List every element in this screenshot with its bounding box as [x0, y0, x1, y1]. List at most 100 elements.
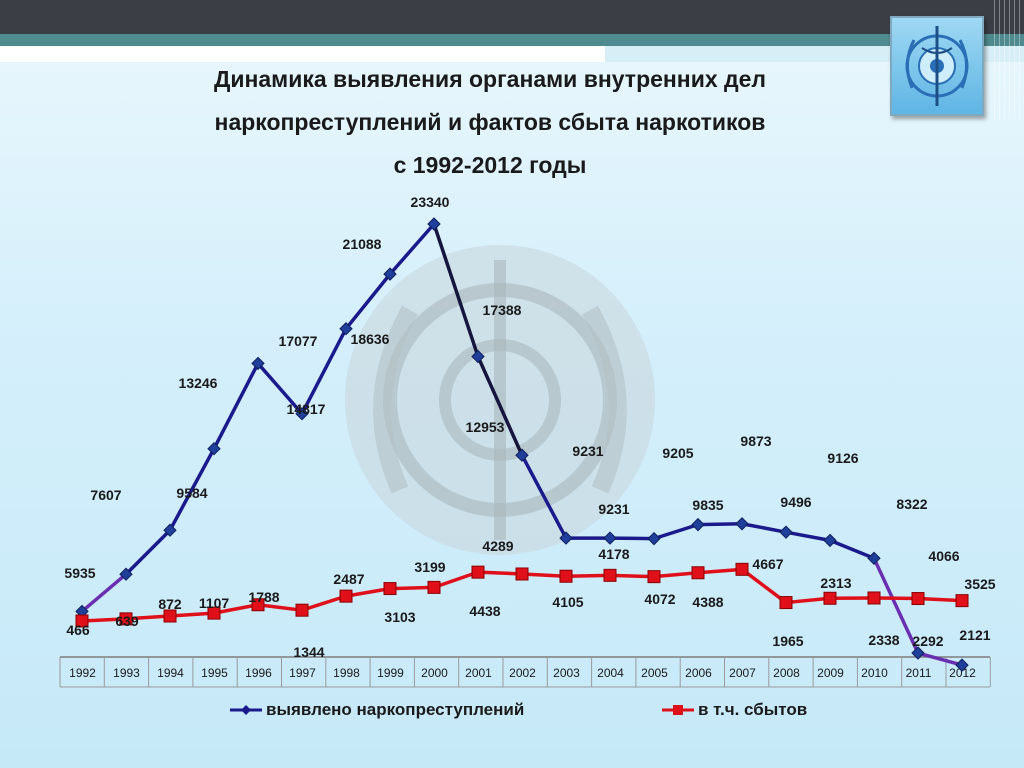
x-tick-label: 2006	[685, 666, 712, 680]
series-1-point	[779, 525, 793, 539]
series-1-point	[515, 448, 529, 462]
series-2-segment	[872, 596, 920, 601]
series-2-data-label: 2313	[820, 575, 851, 591]
series-1-segment	[740, 522, 788, 534]
series-1-data-label: 9231	[598, 501, 629, 517]
series-2-data-label: 639	[115, 613, 139, 629]
series-1-data-label: 18636	[351, 331, 390, 347]
series-1-segment	[256, 361, 304, 416]
series-1-point	[471, 349, 485, 364]
series-1-segment	[476, 354, 524, 457]
series-2-segment	[916, 596, 964, 603]
series-1-data-label: 13246	[179, 375, 218, 391]
series-2-data-label: 2338	[868, 632, 899, 648]
series-2-data-label: 2292	[912, 633, 943, 649]
x-tick-label: 1994	[157, 666, 184, 680]
series-1-data-label: 8322	[896, 496, 927, 512]
series-2-data-label: 466	[66, 622, 90, 638]
title-line-1: Динамика выявления органами внутренних д…	[213, 66, 767, 92]
series-1-point	[427, 217, 441, 231]
series-1-data-label: 9205	[662, 445, 693, 461]
series-2-point	[339, 589, 353, 603]
x-tick-label: 2001	[465, 666, 492, 680]
series-2-point	[515, 567, 529, 581]
legend-series-1: выявлено наркопреступлений	[228, 700, 524, 720]
series-2-data-label: 4388	[692, 594, 723, 610]
series-2-point	[559, 569, 573, 583]
series-2-point	[911, 592, 925, 606]
series-2-point	[955, 594, 969, 608]
x-tick-label: 1993	[113, 666, 140, 680]
series-2-segment	[652, 571, 700, 579]
series-2-segment	[300, 594, 348, 612]
series-2-segment	[608, 573, 656, 579]
series-2-data-label: 4289	[482, 538, 513, 554]
series-1-point	[911, 646, 925, 660]
series-2-point	[427, 580, 441, 594]
series-2-data-label: 2121	[959, 627, 990, 643]
series-1-segment	[520, 453, 568, 540]
series-1-segment	[300, 326, 348, 416]
x-tick-label: 2002	[509, 666, 536, 680]
legend-series-2-swatch	[662, 705, 694, 715]
series-2-segment	[476, 570, 524, 576]
series-2-segment	[564, 573, 612, 578]
series-1-data-label: 4066	[928, 548, 959, 564]
series-1-data-label: 12953	[466, 419, 505, 435]
series-1-segment	[696, 522, 744, 527]
series-1-point	[251, 356, 265, 371]
series-1-point	[383, 267, 397, 281]
series-1-point	[559, 531, 573, 545]
series-1-data-label: 21088	[343, 236, 382, 252]
series-1-data-label: 3525	[964, 576, 995, 592]
series-2-data-label: 4178	[598, 546, 629, 562]
x-tick-label: 1996	[245, 666, 272, 680]
top-bar-highlight	[0, 46, 605, 62]
top-bar	[0, 0, 1024, 34]
series-2-segment	[388, 585, 436, 591]
series-1-point	[119, 567, 133, 581]
x-tick-label: 1992	[69, 666, 96, 680]
legend-series-2-label: в т.ч. сбытов	[698, 700, 808, 719]
series-1-data-label: 7607	[90, 487, 121, 503]
line-chart: 1992 1993 1994 1995 1996 1997 1998 1999 2000 2001…	[59, 194, 996, 688]
series-2-data-label: 3199	[414, 559, 445, 575]
series-1-segment	[344, 272, 392, 331]
series-2-segment	[212, 602, 260, 615]
series-1-point	[647, 531, 661, 546]
series-1-point	[823, 533, 837, 548]
x-tick-label: 1995	[201, 666, 228, 680]
x-tick-label: 2000	[421, 666, 448, 680]
legend-series-1-swatch	[230, 705, 262, 715]
series-2-point	[295, 603, 309, 617]
series-2-point	[603, 568, 617, 582]
series-2-segment	[432, 570, 480, 590]
series-2-point	[119, 612, 133, 626]
series-1-segment	[388, 222, 436, 276]
series-1-segment	[608, 536, 656, 541]
watermark-emblem	[345, 245, 655, 555]
title-line-2: наркопреступлений и фактов сбыта наркоти…	[214, 109, 766, 135]
series-2-segment	[740, 567, 788, 605]
series-2-point	[867, 591, 881, 605]
series-2-segment	[168, 611, 216, 618]
series-1-data-label: 9231	[572, 443, 603, 459]
title-line-3: с 1992-2012 годы	[393, 152, 587, 178]
series-1-data-label: 5935	[64, 565, 95, 581]
series-2-point	[75, 614, 89, 628]
series-1-segment	[168, 446, 216, 532]
series-2-point	[823, 591, 837, 605]
series-1-segment	[124, 528, 172, 576]
x-tick-label: 2011	[906, 666, 932, 680]
series-1-segment	[872, 556, 920, 655]
series-1-data-label: 14817	[287, 401, 326, 417]
series-2-point	[735, 562, 749, 576]
series-1-segment	[916, 651, 964, 667]
series-1-point	[691, 517, 705, 532]
series-2-data-label: 1107	[199, 595, 230, 611]
series-2-point	[251, 598, 265, 612]
series-1-data-label: 9835	[692, 497, 723, 513]
series-2-segment	[784, 596, 832, 605]
series-1-point	[295, 407, 309, 421]
series-2-segment	[520, 572, 568, 578]
